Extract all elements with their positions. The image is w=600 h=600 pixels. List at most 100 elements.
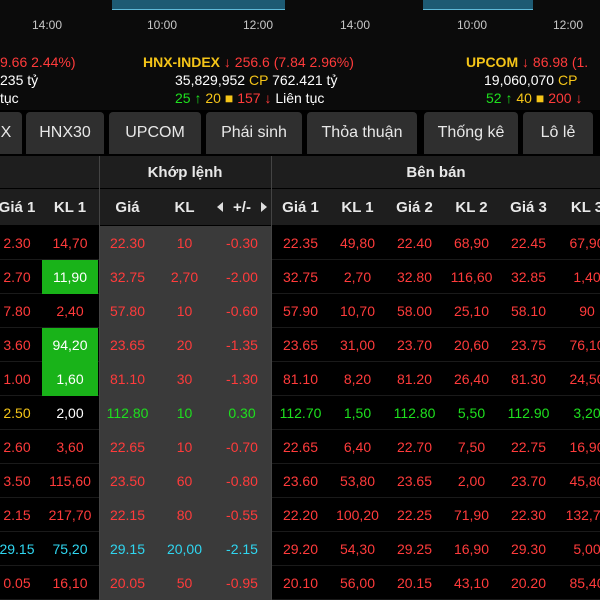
cell-buy-price-1: 29.15 — [0, 541, 35, 557]
tab-lo-le[interactable]: Lô lẻ — [523, 112, 593, 154]
left-index-summary[interactable]: 9.66 2.44%) 235 tỷ tục — [0, 53, 76, 107]
hnx-index-value: 256.6 — [234, 54, 270, 70]
cell-sell-price-1: 112.70 — [279, 405, 322, 421]
cell-match-price: 112.80 — [99, 396, 156, 430]
table-row[interactable]: 0.05 16,10 20.05 50 -0.95 20.10 56,00 20.15 43,1… — [0, 566, 600, 600]
hnx-advances: 25 — [175, 90, 191, 106]
cell-sell-vol-3: 132,70 — [565, 507, 600, 523]
cell-buy-price-1: 2.60 — [3, 439, 31, 455]
col-buy-price-1[interactable]: Giá 1 — [0, 198, 36, 216]
cell-sell-vol-1: 10,70 — [339, 303, 376, 319]
chevron-right-icon[interactable] — [261, 202, 267, 212]
square-icon: ■ — [224, 90, 234, 106]
cell-sell-price-2: 58.00 — [396, 303, 433, 319]
cell-buy-price-1: 2.50 — [3, 405, 31, 421]
tab-thong-ke[interactable]: Thống kê — [424, 112, 518, 154]
table-row[interactable]: 2.30 14,70 22.30 10 -0.30 22.35 49,80 22.40 68,9… — [0, 226, 600, 260]
table-row[interactable]: 2.60 3,60 22.65 10 -0.70 22.65 6,40 22.70 7,50 22… — [0, 430, 600, 464]
cell-sell-price-3: 112.90 — [507, 405, 550, 421]
table-row[interactable]: 7.80 2,40 57.80 10 -0.60 57.90 10,70 58.00 25,10… — [0, 294, 600, 328]
cell-sell-vol-2: 26,40 — [453, 371, 490, 387]
col-sell-vol-3[interactable]: KL 3 — [570, 198, 600, 216]
cell-sell-vol-1: 6,40 — [343, 439, 372, 455]
table-row[interactable]: 3.60 94,20 23.65 20 -1.35 23.65 31,00 23.70 20,6… — [0, 328, 600, 362]
cell-sell-vol-2: 71,90 — [453, 507, 490, 523]
col-match-price[interactable]: Giá — [115, 198, 140, 216]
cell-sell-vol-2: 116,60 — [450, 269, 493, 285]
cell-sell-price-2: 22.25 — [396, 507, 433, 523]
cell-buy-price-1: 2.30 — [3, 235, 31, 251]
cell-sell-price-2: 112.80 — [393, 405, 436, 421]
cell-change: -0.80 — [213, 464, 271, 498]
cell-buy-price-1: 0.05 — [3, 575, 31, 591]
hnx-declines: 157 — [237, 90, 261, 106]
time-label: 10:00 — [457, 18, 488, 32]
table-row[interactable]: 2.15 217,70 22.15 80 -0.55 22.20 100,20 22.25 71… — [0, 498, 600, 532]
down-arrow-icon: ↓ — [223, 54, 231, 70]
group-sell: Bên bán — [406, 163, 466, 181]
cell-buy-price-1: 2.15 — [3, 507, 31, 523]
tab-hnx30[interactable]: HNX30 — [26, 112, 104, 154]
col-change[interactable]: +/- — [213, 189, 271, 225]
cell-match-vol: 10 — [156, 294, 213, 328]
group-match: Khớp lệnh — [147, 163, 223, 181]
cell-sell-vol-2: 68,90 — [453, 235, 490, 251]
chevron-left-icon[interactable] — [217, 202, 223, 212]
cell-sell-price-2: 23.70 — [396, 337, 433, 353]
cell-sell-vol-3: 5,00 — [573, 541, 600, 557]
cell-match-vol: 80 — [156, 498, 213, 532]
cell-match-price: 22.30 — [99, 226, 156, 260]
cell-sell-price-1: 22.20 — [282, 507, 319, 523]
cell-sell-price-2: 81.20 — [396, 371, 433, 387]
time-label: 14:00 — [32, 18, 63, 32]
table-row[interactable]: 29.15 75,20 29.15 20,00 -2.15 29.20 54,30 29.25… — [0, 532, 600, 566]
cell-buy-vol-1: 16,10 — [52, 575, 88, 591]
cell-change: -1.35 — [213, 328, 271, 362]
col-sell-price-1[interactable]: Giá 1 — [282, 198, 319, 216]
cell-sell-price-3: 22.75 — [510, 439, 547, 455]
cell-sell-vol-2: 16,90 — [453, 541, 490, 557]
upcom-unchanged: 40 — [516, 90, 532, 106]
cell-sell-price-2: 29.25 — [396, 541, 433, 557]
cell-sell-price-3: 23.70 — [510, 473, 547, 489]
col-change-label: +/- — [233, 198, 251, 216]
cell-sell-price-1: 22.65 — [282, 439, 319, 455]
col-buy-vol-1[interactable]: KL 1 — [53, 198, 87, 216]
upcom-index-change: (1. — [571, 54, 589, 70]
col-sell-price-2[interactable]: Giá 2 — [396, 198, 433, 216]
tab-thoa-thuan[interactable]: Thỏa thuận — [307, 112, 417, 154]
table-row[interactable]: 1.00 1,60 81.10 30 -1.30 81.10 8,20 81.20 26,40 8… — [0, 362, 600, 396]
cell-change: -2.00 — [213, 260, 271, 294]
cell-change: -0.60 — [213, 294, 271, 328]
col-match-vol[interactable]: KL — [174, 198, 195, 216]
cell-sell-vol-3: 24,50 — [569, 371, 600, 387]
col-sell-vol-2[interactable]: KL 2 — [455, 198, 488, 216]
left-index-volume: 235 tỷ — [0, 72, 39, 88]
cell-change: 0.30 — [213, 396, 271, 430]
table-row[interactable]: 2.50 2,00 112.80 10 0.30 112.70 1,50 112.80 5,50… — [0, 396, 600, 430]
cell-sell-vol-1: 54,30 — [339, 541, 376, 557]
col-sell-price-3[interactable]: Giá 3 — [510, 198, 547, 216]
col-sell-vol-1[interactable]: KL 1 — [341, 198, 374, 216]
table-row[interactable]: 3.50 115,60 23.50 60 -0.80 23.60 53,80 23.65 2,0… — [0, 464, 600, 498]
cell-buy-price-1: 3.50 — [3, 473, 31, 489]
tab-phai-sinh[interactable]: Phái sinh — [206, 112, 302, 154]
cell-sell-vol-3: 67,90 — [569, 235, 600, 251]
tab-upcom[interactable]: UPCOM — [109, 112, 201, 154]
time-label: 12:00 — [243, 18, 274, 32]
upcom-declines: 200 — [548, 90, 572, 106]
upcom-index-summary[interactable]: UPCOM ↓ 86.98 (1. 19,060,070 CP 52 ↑ 40 … — [466, 53, 588, 107]
tab-hose[interactable]: X — [0, 112, 22, 154]
cell-sell-price-2: 22.40 — [396, 235, 433, 251]
cell-match-vol: 50 — [156, 566, 213, 600]
cell-match-price: 20.05 — [99, 566, 156, 600]
cell-match-price: 29.15 — [99, 532, 156, 566]
cell-match-vol: 30 — [156, 362, 213, 396]
cell-buy-vol-1: 14,70 — [52, 235, 88, 251]
cell-buy-vol-1: 2,40 — [56, 303, 84, 319]
table-row[interactable]: 2.70 11,90 32.75 2,70 -2.00 32.75 2,70 32.80 116… — [0, 260, 600, 294]
hnx-index-summary[interactable]: HNX-INDEX ↓ 256.6 (7.84 2.96%) 35,829,95… — [143, 53, 354, 107]
cell-match-vol: 2,70 — [156, 260, 213, 294]
cell-buy-vol-1: 1,60 — [42, 362, 98, 396]
cell-sell-vol-1: 1,50 — [343, 405, 372, 421]
